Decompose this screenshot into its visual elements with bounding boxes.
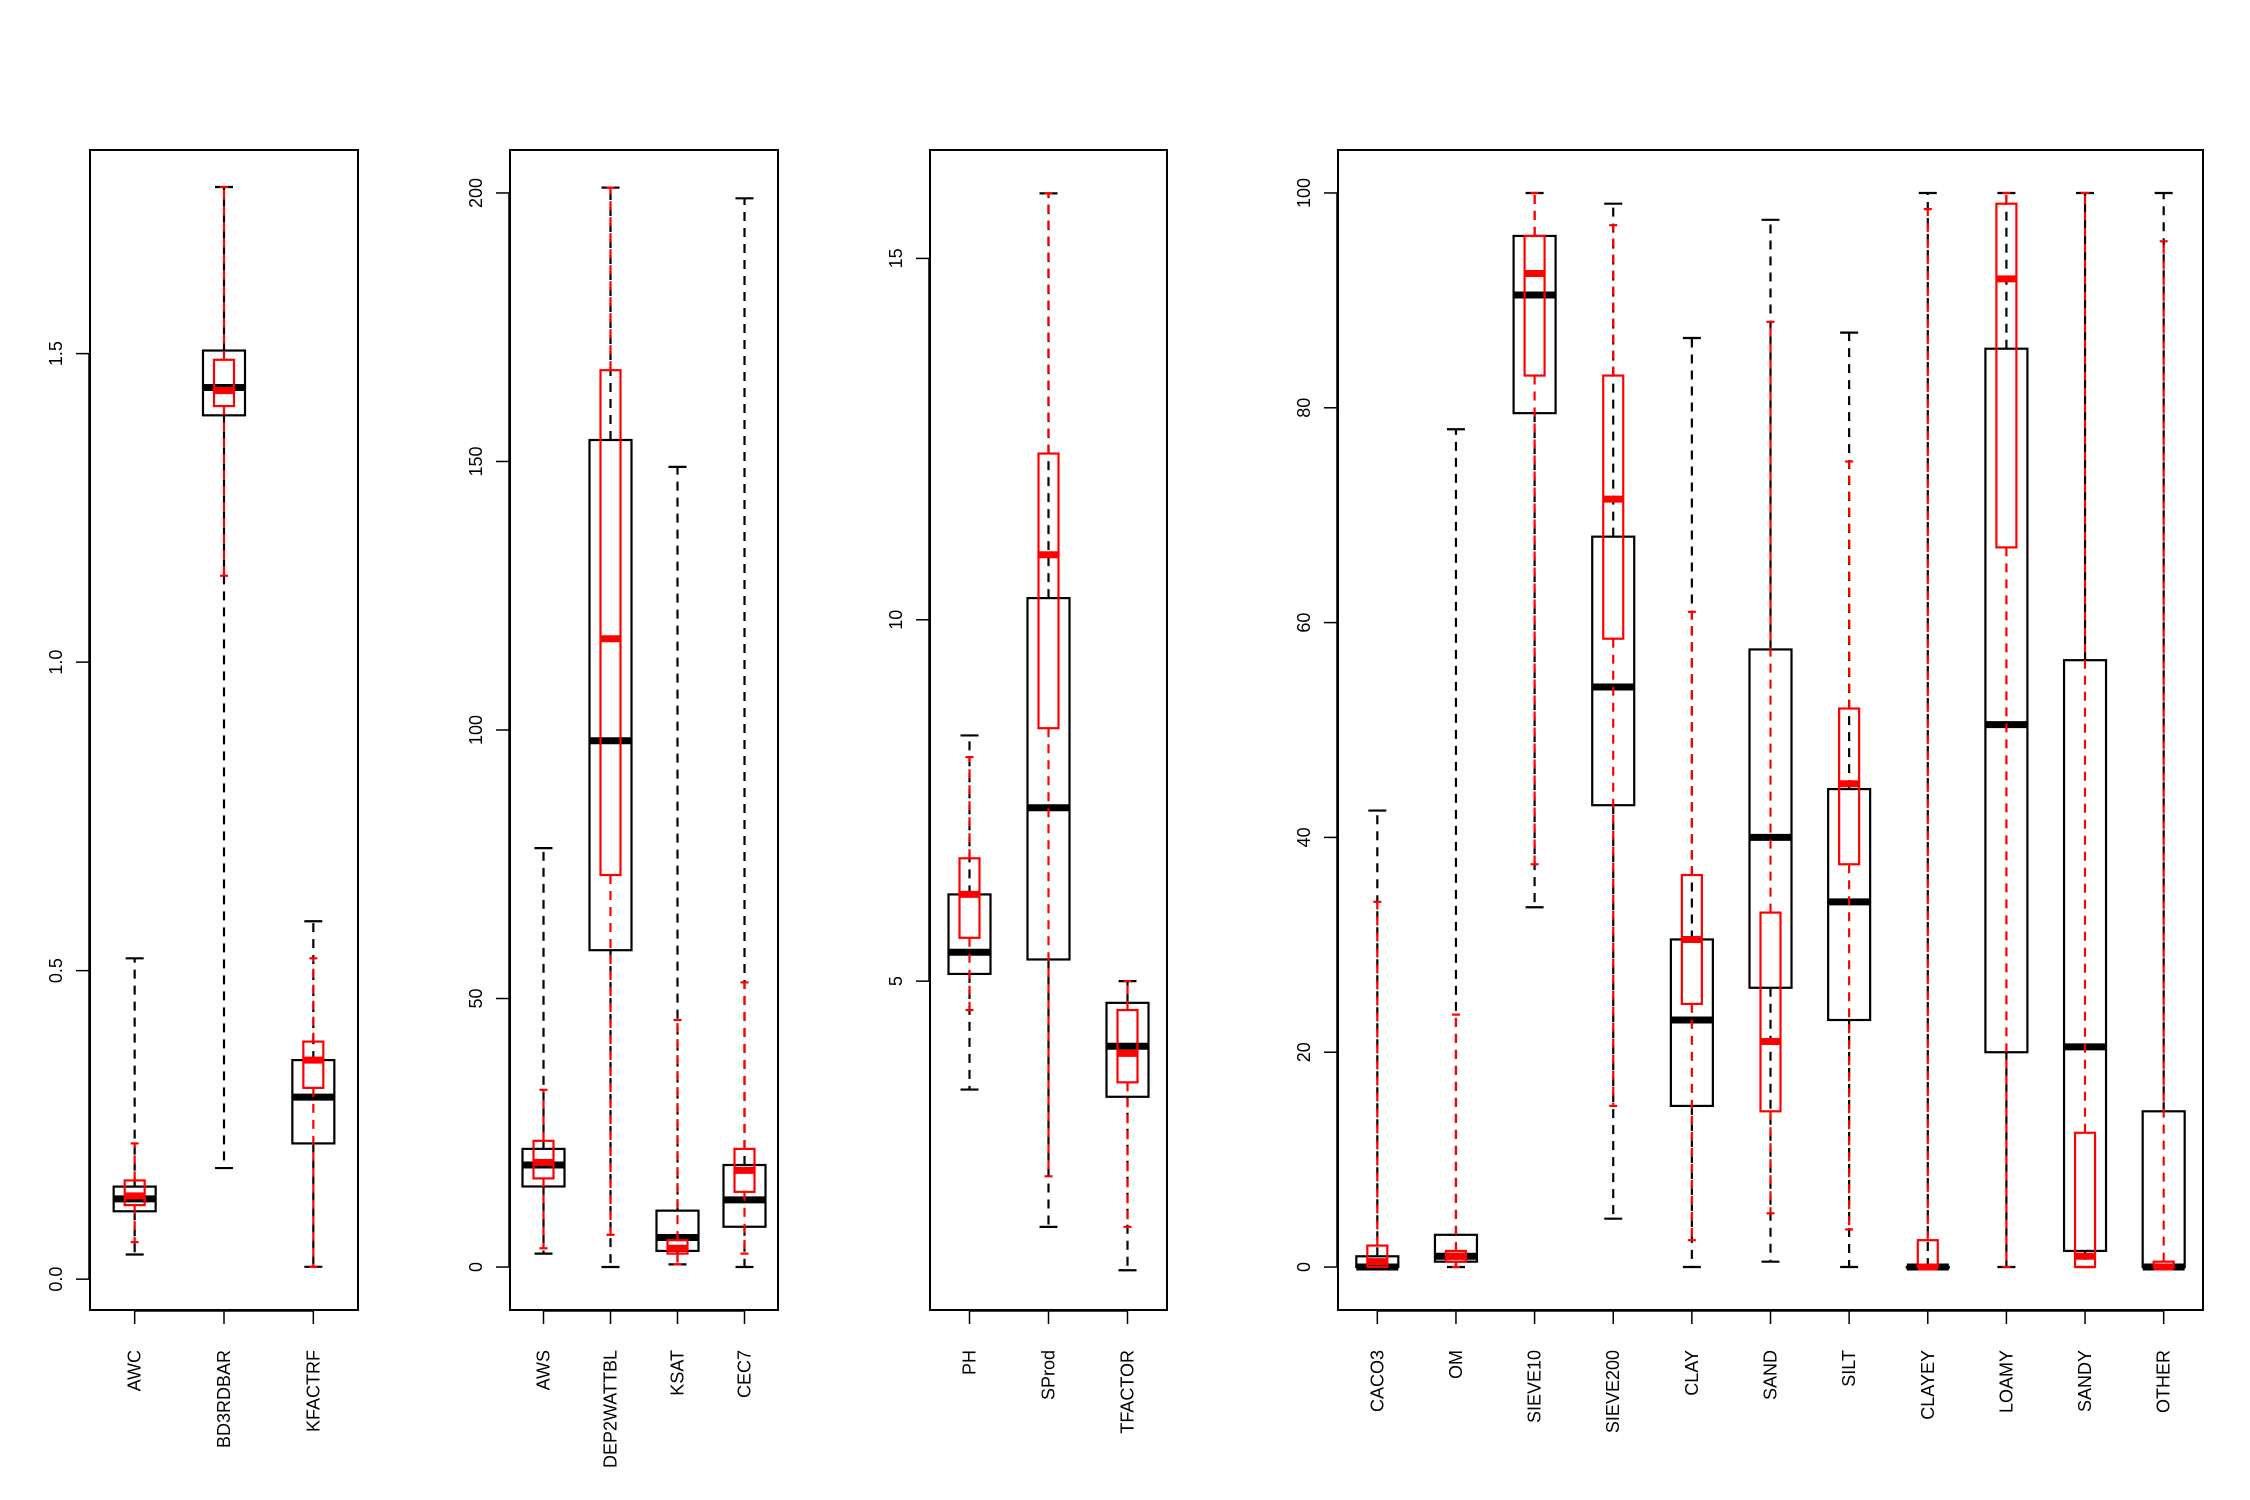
y-tick-label: 1.0 (46, 650, 66, 675)
iqr-box (1759, 911, 1782, 1113)
plot-frame (509, 149, 779, 1311)
y-tick-label: 5 (886, 976, 906, 986)
y-tick-label: 200 (466, 178, 486, 208)
y-tick-label: 50 (466, 989, 486, 1009)
panel-4: 0 20 40 60 80 100 CACO3 OM SIEVE10 SIEVE200 CLAY SA… (1294, 149, 2204, 1433)
iqr-box (201, 349, 247, 417)
red-box-ph (958, 756, 981, 1012)
iqr-box (1984, 347, 2029, 1054)
x-tick-label: AWC (125, 1350, 145, 1391)
red-box-aws (532, 1088, 555, 1250)
red-box-silt (1838, 460, 1861, 1231)
iqr-box (1512, 234, 1557, 415)
red-box-sandy (2073, 191, 2097, 1269)
y-tick-label: 150 (466, 446, 486, 476)
y-tick-label: 20 (1294, 1042, 1314, 1062)
iqr-box (291, 1059, 336, 1145)
iqr-box (1995, 202, 2018, 549)
red-box-other (2152, 240, 2175, 1271)
black-box-ksat (655, 465, 700, 1266)
x-tick-label: SIEVE200 (1603, 1350, 1623, 1433)
x-tick-label: AWS (534, 1350, 554, 1390)
iqr-box (599, 369, 622, 877)
x-tick-label: CACO3 (1367, 1350, 1387, 1412)
red-box-awc (123, 1142, 146, 1244)
x-tick-label: OM (1446, 1350, 1466, 1379)
x-tick-label: OTHER (2154, 1350, 2174, 1413)
x-tick-label: TFACTOR (1118, 1350, 1138, 1434)
x-tick-label: CLAY (1682, 1350, 1702, 1396)
x-tick-label: SIEVE10 (1525, 1350, 1545, 1423)
panel-1: 0.0 0.5 1.0 1.5 AWC BD3RDBAR KFACTRF (46, 149, 359, 1448)
red-box-tfactor (1116, 980, 1139, 1228)
y-tick-label: 40 (1294, 827, 1314, 847)
red-box-clay (1680, 610, 1703, 1242)
black-box-caco3 (1355, 809, 1400, 1271)
y-tick-label: 0 (1294, 1262, 1314, 1272)
panel-3: 5 10 15 PH SProd TFACTOR (886, 149, 1168, 1434)
y-tick-label: 15 (886, 248, 906, 268)
panel-2: 0 50 100 150 200 AWS DEP2WATTBL KSAT CEC7 (466, 149, 779, 1468)
x-tick-label: KSAT (668, 1350, 688, 1396)
red-box-caco3 (1366, 900, 1389, 1269)
red-box-sieve10 (1523, 191, 1546, 866)
iqr-box (302, 1040, 325, 1089)
iqr-box (588, 438, 633, 952)
y-tick-label: 60 (1294, 613, 1314, 633)
black-box-cec7 (722, 197, 767, 1269)
black-box-aws (521, 847, 566, 1255)
y-tick-label: 0.5 (46, 958, 66, 983)
black-box-om (1433, 428, 1479, 1269)
y-tick-label: 80 (1294, 398, 1314, 418)
red-box-kfactrf (302, 957, 325, 1268)
black-box-sand (1748, 218, 1793, 1263)
iqr-box (212, 358, 236, 408)
red-box-ksat (666, 1018, 689, 1266)
red-box-dep2wattbl (599, 186, 622, 1236)
red-box-loamy (1995, 191, 2018, 1269)
x-tick-label: CLAYEY (1918, 1350, 1938, 1420)
x-tick-label: LOAMY (1996, 1350, 2016, 1413)
iqr-box (1523, 234, 1546, 377)
iqr-box (1116, 1008, 1139, 1084)
red-box-om (1444, 1013, 1468, 1269)
x-tick-label: BD3RDBAR (214, 1350, 234, 1448)
x-tick-label: SANDY (2075, 1350, 2095, 1412)
y-tick-label: 0 (466, 1262, 486, 1272)
red-box-clayey (1916, 207, 1939, 1271)
y-tick-label: 0.0 (46, 1267, 66, 1292)
x-tick-label: SProd (1039, 1350, 1059, 1400)
red-box-cec7 (733, 981, 756, 1255)
iqr-box (958, 857, 981, 939)
black-box-awc (112, 957, 157, 1256)
x-tick-label: PH (960, 1350, 980, 1375)
y-tick-label: 100 (1294, 178, 1314, 208)
iqr-box (1366, 1244, 1389, 1269)
red-box-sand (1759, 320, 1782, 1215)
iqr-box (2073, 1131, 2097, 1269)
iqr-box (1602, 374, 1625, 640)
y-tick-label: 1.5 (46, 341, 66, 366)
x-tick-label: CEC7 (735, 1350, 755, 1398)
x-tick-label: DEP2WATTBL (601, 1350, 621, 1468)
black-box-bd3rdbar (201, 185, 247, 1170)
iqr-box (1037, 452, 1060, 730)
red-box-sprod (1037, 192, 1060, 1178)
red-box-bd3rdbar (212, 185, 236, 577)
x-tick-label: KFACTRF (303, 1350, 323, 1432)
red-box-sieve200 (1602, 224, 1625, 1108)
y-tick-label: 100 (466, 715, 486, 745)
x-tick-label: SAND (1761, 1350, 1781, 1400)
y-tick-label: 10 (886, 610, 906, 630)
x-tick-label: SILT (1839, 1350, 1859, 1387)
